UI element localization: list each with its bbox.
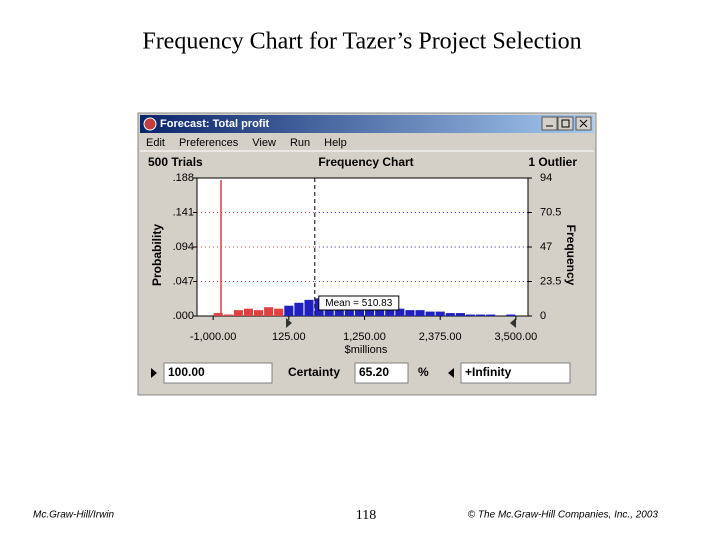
- lower-grabber[interactable]: [286, 318, 292, 328]
- page-number: 118: [356, 508, 376, 523]
- bar: [455, 313, 465, 316]
- footer-right: © The Mc.Graw-Hill Companies, Inc., 2003: [468, 510, 659, 521]
- y-tick-label: .094: [173, 241, 194, 253]
- footer-left: Mc.Graw-Hill/Irwin: [33, 510, 115, 521]
- bar: [465, 314, 476, 316]
- menu-item[interactable]: Preferences: [179, 137, 239, 149]
- certainty-value: 65.20: [359, 365, 389, 379]
- certainty-label: Certainty: [288, 365, 340, 379]
- menu-item[interactable]: Run: [290, 137, 310, 149]
- bar: [304, 299, 314, 316]
- bar: [476, 314, 486, 316]
- trials: 500 Trials: [148, 155, 203, 169]
- y-tick-label: .000: [173, 310, 194, 322]
- menu-item[interactable]: Help: [324, 137, 347, 149]
- bar: [385, 307, 395, 316]
- bar: [445, 313, 455, 316]
- upper-value: +Infinity: [465, 365, 512, 379]
- bar: [213, 313, 223, 316]
- lower-input[interactable]: [163, 362, 273, 384]
- certainty-input[interactable]: [354, 362, 409, 384]
- bar: [274, 308, 284, 316]
- y-tick-label: .047: [173, 275, 194, 287]
- bar: [264, 307, 274, 316]
- bar: [254, 310, 264, 316]
- mean-label: Mean = 510.83: [325, 298, 392, 309]
- maximize-button[interactable]: [557, 116, 574, 131]
- y2-tick-label: 23.5: [540, 275, 561, 287]
- y2-axis-label: Frequency: [564, 225, 578, 286]
- window-title: Forecast: Total profit: [160, 118, 270, 130]
- x-axis-label: $millions: [345, 344, 388, 356]
- bar: [435, 311, 445, 316]
- bar: [415, 310, 425, 316]
- x-tick-label: 125.00: [272, 331, 306, 343]
- y-axis-label: Probability: [150, 224, 164, 286]
- y2-tick-label: 94: [540, 172, 552, 184]
- y2-tick-label: 70.5: [540, 206, 561, 218]
- y-tick-label: .188: [173, 172, 194, 184]
- bar: [223, 314, 233, 316]
- mean-label-box: [318, 295, 400, 311]
- y-tick-label: .141: [173, 206, 194, 218]
- y2-tick-label: 0: [540, 310, 546, 322]
- x-tick-label: 2,375.00: [419, 331, 462, 343]
- certainty-unit: %: [418, 365, 429, 379]
- app-icon: [143, 117, 157, 131]
- menu-item[interactable]: Edit: [146, 137, 165, 149]
- bar: [233, 310, 243, 316]
- x-tick-label: 1,250.00: [343, 331, 386, 343]
- bar: [405, 310, 415, 316]
- bar: [486, 314, 496, 316]
- window-button-glyphs: [546, 119, 588, 128]
- bar: [425, 311, 435, 316]
- slide-title: Frequency Chart for Tazer’s Project Sele…: [142, 29, 581, 55]
- minimize-button[interactable]: [541, 116, 558, 131]
- arrow-left[interactable]: [448, 368, 454, 378]
- x-tick-label: 3,500.00: [494, 331, 537, 343]
- y2-tick-label: 47: [540, 241, 552, 253]
- arrow-right[interactable]: [151, 368, 157, 378]
- chart-title: Frequency Chart: [318, 155, 413, 169]
- menu-item[interactable]: View: [252, 137, 276, 149]
- upper-input[interactable]: [460, 362, 571, 384]
- bar: [395, 308, 405, 316]
- title-bar: [140, 115, 594, 133]
- bar: [506, 314, 516, 316]
- bar: [243, 308, 254, 316]
- bar: [375, 305, 385, 316]
- lower-value: 100.00: [168, 365, 205, 379]
- bar: [294, 302, 304, 316]
- outliers: 1 Outlier: [528, 155, 577, 169]
- x-tick-label: -1,000.00: [190, 331, 236, 343]
- upper-grabber[interactable]: [510, 318, 516, 328]
- bar: [284, 305, 294, 316]
- plot-area: [196, 177, 529, 317]
